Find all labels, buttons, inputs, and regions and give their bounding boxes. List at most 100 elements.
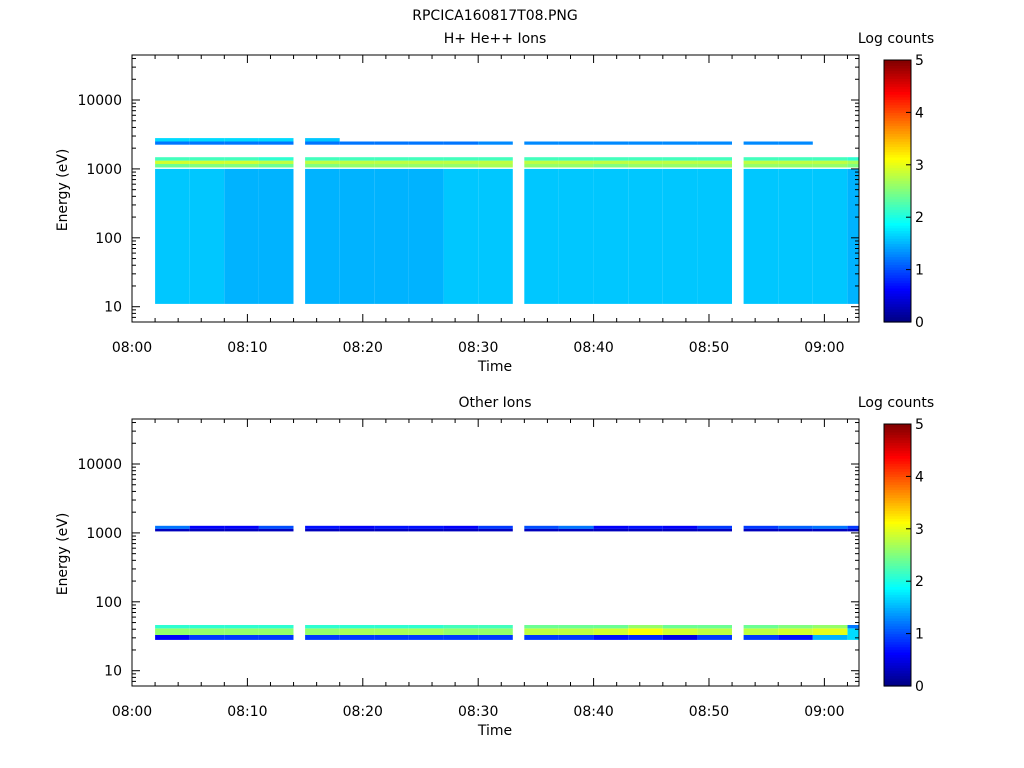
colorbar-segment <box>884 523 911 527</box>
heatmap-cell <box>593 157 629 161</box>
heatmap-cell <box>409 528 444 532</box>
heatmap-cell <box>662 164 698 168</box>
heatmap-cell <box>559 160 594 164</box>
colorbar-segment <box>884 240 911 244</box>
heatmap-cell <box>189 628 225 635</box>
colorbar-segment <box>884 644 911 648</box>
colorbar-tick-label: 5 <box>915 417 924 433</box>
colorbar: 0 1 2 3 4 5 <box>883 417 924 695</box>
heatmap-cell <box>812 525 848 529</box>
colorbar-segment <box>884 565 911 569</box>
colorbar-tick-label: 3 <box>915 158 924 174</box>
colorbar-tick-label: 1 <box>915 263 924 279</box>
heatmap-cell <box>628 164 663 168</box>
colorbar-segment <box>884 667 911 671</box>
colorbar-segment <box>884 515 911 519</box>
heatmap-cell <box>443 141 479 145</box>
heatmap-cell <box>524 157 559 161</box>
colorbar-tick-label: 2 <box>915 210 924 226</box>
colorbar-segment <box>884 149 911 153</box>
heatmap-cell <box>305 164 340 168</box>
heatmap-cell <box>339 625 375 629</box>
colorbar-segment <box>884 568 911 572</box>
colorbar-segment <box>884 67 911 72</box>
colorbar-segment <box>884 314 911 318</box>
heatmap-cell <box>339 525 375 529</box>
heatmap-cell <box>409 157 444 161</box>
x-ticks: 08:00 08:10 08:20 08:30 08:40 08:50 09:00 <box>112 55 848 356</box>
colorbar-segment <box>884 191 911 195</box>
heatmap-cell <box>409 168 444 304</box>
heatmap-cell <box>224 525 259 529</box>
colorbar-tick-label: 4 <box>915 105 924 121</box>
panel-other-ions: Other Ions Log counts Energy (eV) Time 1… <box>55 395 934 739</box>
colorbar-segment <box>884 70 911 74</box>
colorbar-segment <box>884 146 911 150</box>
heatmap-cell <box>224 160 259 164</box>
heatmap-cell <box>847 628 859 635</box>
colorbar-segment <box>884 594 911 598</box>
colorbar-segment <box>884 298 911 302</box>
y-tick-label: 1000 <box>86 162 122 178</box>
heatmap-cell <box>662 625 698 629</box>
colorbar-segment <box>884 80 911 85</box>
colorbar-segment <box>884 264 911 268</box>
colorbar-segment <box>884 180 911 184</box>
heatmap-cell <box>305 141 340 145</box>
colorbar-segment <box>884 505 911 509</box>
y-tick-label: 10 <box>104 300 122 316</box>
colorbar-segment <box>884 471 911 475</box>
colorbar-segment <box>884 602 911 606</box>
colorbar-segment <box>884 172 911 176</box>
colorbar-segment <box>884 646 911 650</box>
heatmap-cell <box>224 628 259 635</box>
heatmap-cell <box>847 525 859 529</box>
colorbar-segment <box>884 277 911 281</box>
y-ticks: 10 100 1000 10000 <box>77 58 859 323</box>
colorbar-segment <box>884 463 911 467</box>
heatmap-cell <box>743 528 779 532</box>
heatmap-cell <box>812 157 848 161</box>
colorbar-segment <box>884 301 911 305</box>
heatmap-cell <box>593 160 629 164</box>
heatmap-cell <box>155 168 190 304</box>
heatmap-cell <box>155 625 190 629</box>
heatmap-cell <box>593 141 629 145</box>
colorbar-segment <box>884 672 911 677</box>
heatmap-cell <box>778 635 813 640</box>
colorbar-segment <box>884 133 911 137</box>
colorbar-segment <box>884 251 911 255</box>
colorbar-segment <box>884 442 911 446</box>
heatmap-cell <box>743 157 779 161</box>
heatmap-cell <box>339 141 375 145</box>
heatmap-cell <box>305 525 340 529</box>
colorbar-segment <box>884 641 911 645</box>
heatmap-cell <box>524 160 559 164</box>
colorbar-segment <box>884 424 911 428</box>
heatmap-cell <box>662 635 698 640</box>
colorbar-segment <box>884 256 911 260</box>
colorbar-segment <box>884 612 911 616</box>
heatmap-cell <box>478 528 513 532</box>
heatmap-cell <box>258 635 294 640</box>
x-tick-label: 09:00 <box>804 704 844 720</box>
figure-title: RPCICA160817T08.PNG <box>412 8 577 24</box>
y-tick-label: 10000 <box>77 93 122 109</box>
heatmap-cell <box>189 168 225 304</box>
heatmap-cell <box>258 525 294 529</box>
heatmap-cell <box>443 628 479 635</box>
heatmap-cell <box>305 528 340 532</box>
heatmap-cell <box>593 528 629 532</box>
heatmap-cell <box>374 635 409 640</box>
colorbar-segment <box>884 167 911 171</box>
colorbar-segment <box>884 211 911 216</box>
colorbar-segment <box>884 219 911 224</box>
heatmap-cell <box>443 157 479 161</box>
heatmap-cell <box>443 635 479 640</box>
heatmap-cell <box>812 628 848 635</box>
heatmap-cell <box>559 628 594 635</box>
heatmap-cell <box>478 635 513 640</box>
heatmap-cell <box>559 157 594 161</box>
colorbar-segment <box>884 623 911 627</box>
